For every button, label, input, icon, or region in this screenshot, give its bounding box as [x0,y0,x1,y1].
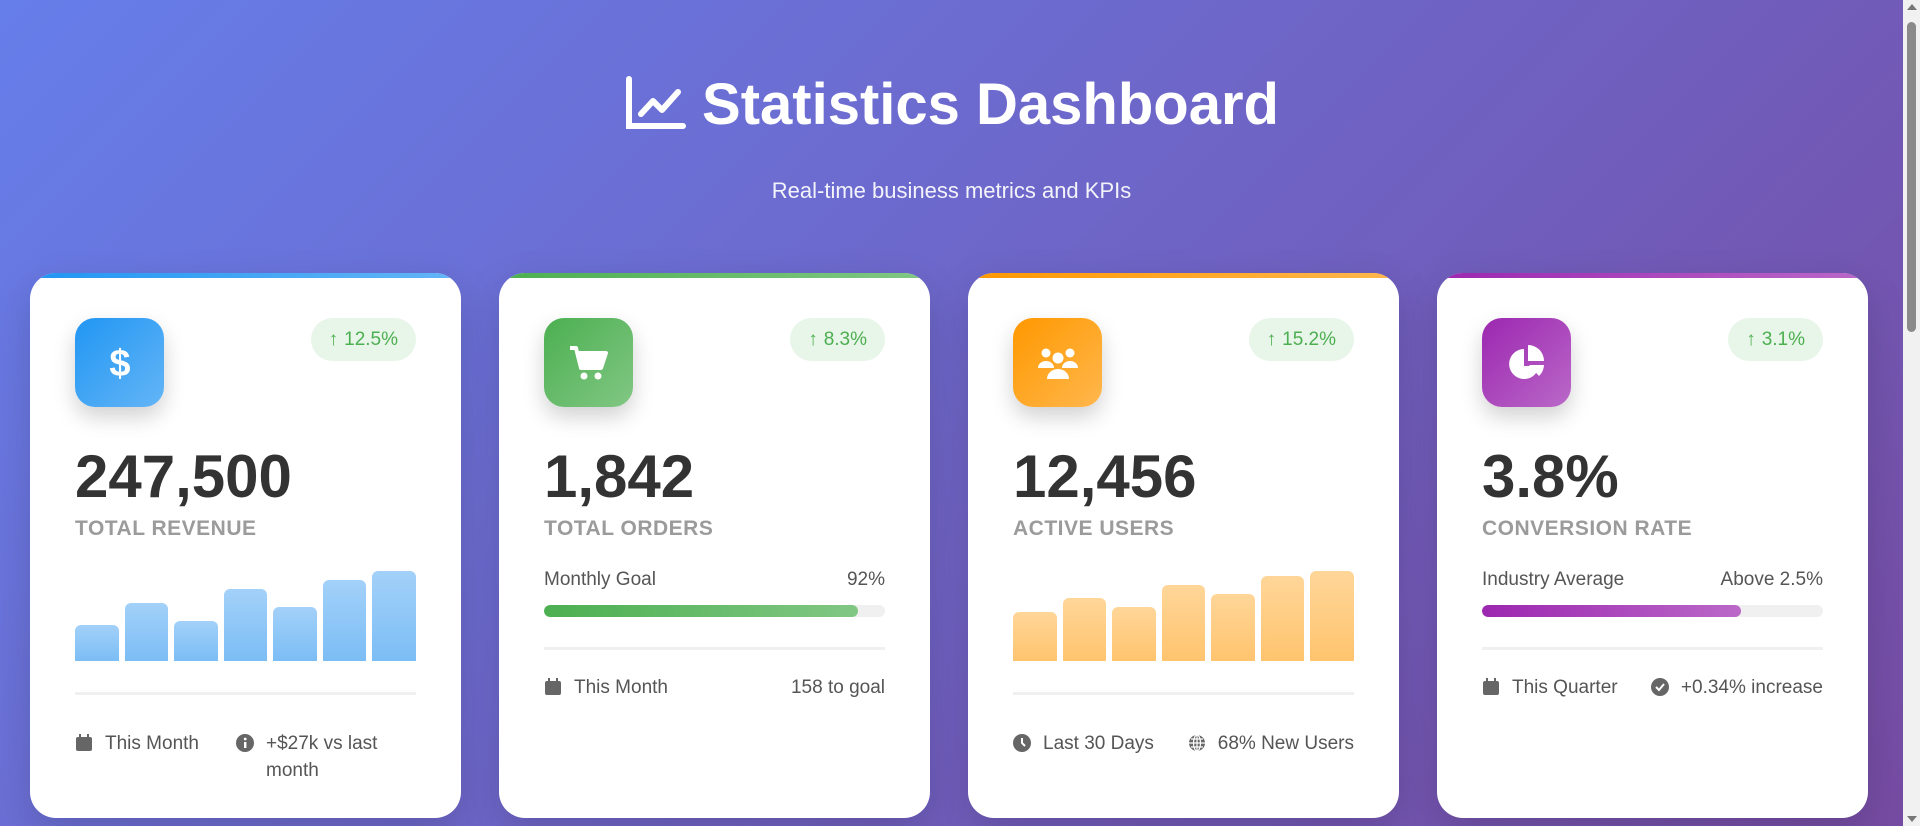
stat-card-revenue: $ ↑ 12.5% 247,500 TOTAL REVENUE This Mont… [30,273,461,818]
stats-grid: $ ↑ 12.5% 247,500 TOTAL REVENUE This Mont… [30,273,1868,818]
card-accent-bar [499,273,930,278]
progress-fill [1482,605,1742,617]
progress-bar [544,605,885,617]
divider [544,647,885,650]
stat-label: CONVERSION RATE [1482,517,1693,540]
scroll-up-arrow-icon[interactable] [1907,4,1917,10]
scroll-down-arrow-icon[interactable] [1907,816,1917,822]
dollar-icon: $ [75,318,164,407]
chart-bar [124,602,169,661]
chart-bar [1112,607,1156,661]
scrollbar-thumb[interactable] [1907,22,1916,332]
chart-bar [322,580,367,661]
pie-chart-icon [1482,318,1571,407]
stat-card-users: ↑ 15.2% 12,456 ACTIVE USERS Last 30 Days … [968,273,1399,818]
stat-label: ACTIVE USERS [1013,517,1175,540]
calendar-icon [1483,678,1499,695]
footer-item: This Month [75,730,199,784]
change-badge: ↑ 3.1% [1728,318,1823,361]
card-footer: This Quarter +0.34% increase [1482,674,1823,701]
card-accent-bar [1437,273,1868,278]
progress-section: Industry Average Above 2.5% [1482,569,1823,617]
stat-label: TOTAL REVENUE [75,517,257,540]
divider [75,692,416,695]
chart-bar [1013,611,1057,661]
clock-icon [1013,734,1031,752]
page-subtitle: Real-time business metrics and KPIs [771,178,1132,203]
progress-value: Above 2.5% [1720,569,1823,590]
card-footer: This Month 158 to goal [544,674,885,701]
change-badge: ↑ 8.3% [790,318,885,361]
change-badge: ↑ 12.5% [310,318,416,361]
stat-label: TOTAL ORDERS [544,517,714,540]
chart-bar [1260,575,1305,661]
check-circle-icon [1650,678,1669,696]
footer-item: 68% New Users [1188,730,1354,757]
progress-fill [544,605,858,617]
arrow-up-icon: ↑ [328,328,339,350]
svg-text:$: $ [109,343,130,385]
scrollbar[interactable] [1903,0,1920,826]
card-footer: Last 30 Days 68% New Users [1013,730,1354,757]
chart-bar [1310,571,1355,661]
page-title-text: Statistics Dashboard [702,71,1279,137]
progress-section: Monthly Goal 92% [544,569,885,617]
stat-card-conversion: ↑ 3.1% 3.8% CONVERSION RATE Industry Aver… [1437,273,1868,818]
footer-item: This Quarter [1482,674,1618,701]
footer-item: +$27k vs last month [236,730,416,784]
calendar-icon [545,678,561,695]
card-footer: This Month +$27k vs last month [75,730,416,784]
calendar-icon [76,734,92,751]
footer-item: This Month [544,674,668,701]
card-accent-bar [968,273,1399,278]
footer-item: 158 to goal [790,677,885,698]
info-circle-icon [236,734,254,752]
progress-label: Monthly Goal [544,569,656,590]
shopping-cart-icon [544,318,633,407]
users-icon [1013,318,1102,407]
chart-line-icon [626,76,687,129]
stat-value: 1,842 [544,443,695,510]
stat-value: 3.8% [1482,443,1619,510]
chart-bar [372,571,417,661]
stat-value: 12,456 [1013,443,1197,510]
chart-bar [273,607,317,661]
arrow-up-icon: ↑ [1266,328,1277,350]
mini-bar-chart [1013,571,1355,661]
chart-bar [1161,584,1206,661]
chart-bar [1211,593,1255,661]
arrow-up-icon: ↑ [808,328,818,350]
stat-value: 247,500 [75,443,292,510]
globe-icon [1188,734,1205,752]
progress-label: Industry Average [1482,569,1625,590]
stat-card-orders: ↑ 8.3% 1,842 TOTAL ORDERS Monthly Goal 92%… [499,273,930,818]
page-title: Statistics Dashboard [0,62,1903,146]
progress-value: 92% [846,569,885,590]
card-accent-bar [30,273,461,278]
divider [1482,647,1823,650]
chart-bar [223,589,268,661]
mini-bar-chart [75,571,417,661]
arrow-up-icon: ↑ [1746,328,1756,350]
header: Statistics Dashboard Real-time business … [0,62,1903,204]
chart-bar [1062,598,1107,661]
footer-item: +0.34% increase [1650,674,1823,701]
chart-bar [75,625,119,661]
divider [1013,692,1354,695]
progress-bar [1482,605,1823,617]
change-badge: ↑ 15.2% [1248,318,1354,361]
chart-bar [174,620,218,661]
footer-item: Last 30 Days [1013,730,1154,757]
